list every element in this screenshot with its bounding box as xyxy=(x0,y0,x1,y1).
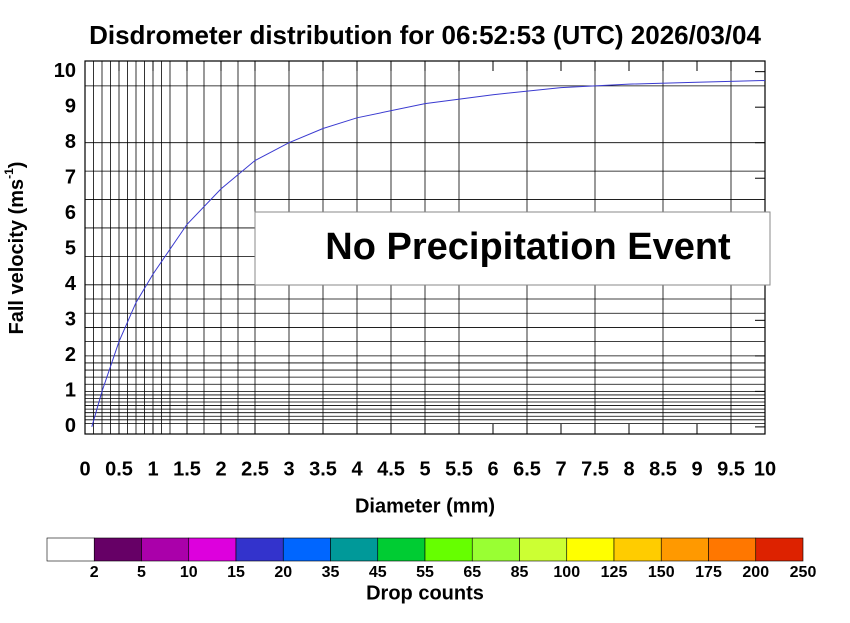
y-tick-label: 0 xyxy=(65,415,76,437)
colorbar-label: 20 xyxy=(274,564,292,581)
x-tick-label: 2.5 xyxy=(241,458,269,480)
x-tick-label: 5.5 xyxy=(445,458,473,480)
colorbar-swatch xyxy=(424,537,473,562)
colorbar-swatch xyxy=(519,537,568,562)
y-label-sup: -1 xyxy=(2,168,16,179)
colorbar-label: 150 xyxy=(648,564,675,581)
y-label-text: Fall velocity (ms xyxy=(6,179,28,335)
y-tick-label: 4 xyxy=(65,273,77,295)
colorbar-swatch xyxy=(708,537,757,562)
y-axis-label: Fall velocity (ms-1) xyxy=(2,162,28,335)
x-tick-label: 8.5 xyxy=(649,458,677,480)
colorbar-swatch xyxy=(613,537,662,562)
x-tick-label: 1.5 xyxy=(173,458,201,480)
colorbar-label: 65 xyxy=(463,564,481,581)
colorbar-label: 5 xyxy=(137,564,146,581)
x-tick-label: 10 xyxy=(754,458,776,480)
colorbar-swatch xyxy=(377,537,426,562)
y-tick-label: 9 xyxy=(65,95,76,117)
x-tick-label: 9 xyxy=(691,458,702,480)
x-tick-label: 4 xyxy=(351,458,363,480)
colorbar-swatch xyxy=(93,537,142,562)
colorbar-label: 55 xyxy=(416,564,434,581)
x-tick-label: 4.5 xyxy=(377,458,405,480)
chart-title: Disdrometer distribution for 06:52:53 (U… xyxy=(89,20,761,50)
y-tick-label: 5 xyxy=(65,238,76,260)
y-tick-label: 1 xyxy=(65,380,76,402)
x-tick-label: 7.5 xyxy=(581,458,609,480)
colorbar-label: 85 xyxy=(511,564,529,581)
y-label-end: ) xyxy=(6,162,28,169)
x-tick-label: 0.5 xyxy=(105,458,133,480)
x-tick-label: 2 xyxy=(215,458,226,480)
colorbar-label: 15 xyxy=(227,564,245,581)
colorbar-label: 250 xyxy=(790,564,817,581)
x-axis-label: Diameter (mm) xyxy=(355,495,495,517)
x-tick-label: 7 xyxy=(555,458,566,480)
x-tick-label: 6 xyxy=(487,458,498,480)
colorbar-label: 200 xyxy=(742,564,769,581)
colorbar-label: 100 xyxy=(553,564,580,581)
x-tick-label: 8 xyxy=(623,458,634,480)
colorbar-swatch xyxy=(471,537,520,562)
colorbar-swatch xyxy=(755,537,804,562)
colorbar-label: 45 xyxy=(369,564,387,581)
colorbar-swatch xyxy=(566,537,615,562)
y-tick-label: 10 xyxy=(54,60,76,82)
y-tick-label: 7 xyxy=(65,167,76,189)
y-tick-label: 2 xyxy=(65,344,76,366)
x-tick-label: 6.5 xyxy=(513,458,541,480)
velocity-curve xyxy=(91,80,766,428)
x-tick-label: 3.5 xyxy=(309,458,337,480)
colorbar-label: 10 xyxy=(180,564,198,581)
colorbar-swatch xyxy=(282,537,331,562)
y-tick-label: 3 xyxy=(65,309,76,331)
colorbar-label: 175 xyxy=(695,564,722,581)
y-tick-label: 6 xyxy=(65,202,76,224)
colorbar-swatch xyxy=(330,537,379,562)
x-tick-label: 0 xyxy=(79,458,90,480)
colorbar-label: 125 xyxy=(601,564,628,581)
colorbar-swatch xyxy=(188,537,237,562)
x-tick-label: 1 xyxy=(147,458,158,480)
annotation-box xyxy=(254,211,771,286)
colorbar-label: 2 xyxy=(90,564,99,581)
y-tick-label: 8 xyxy=(65,131,76,153)
x-tick-label: 9.5 xyxy=(717,458,745,480)
colorbar-swatch xyxy=(46,537,95,562)
colorbar-title: Drop counts xyxy=(366,582,484,604)
x-tick-label: 3 xyxy=(283,458,294,480)
annotation: No Precipitation Event xyxy=(325,226,731,268)
colorbar-swatch xyxy=(660,537,709,562)
colorbar-swatch xyxy=(235,537,284,562)
x-tick-label: 5 xyxy=(419,458,430,480)
colorbar-swatch xyxy=(141,537,190,562)
colorbar-label: 35 xyxy=(322,564,340,581)
